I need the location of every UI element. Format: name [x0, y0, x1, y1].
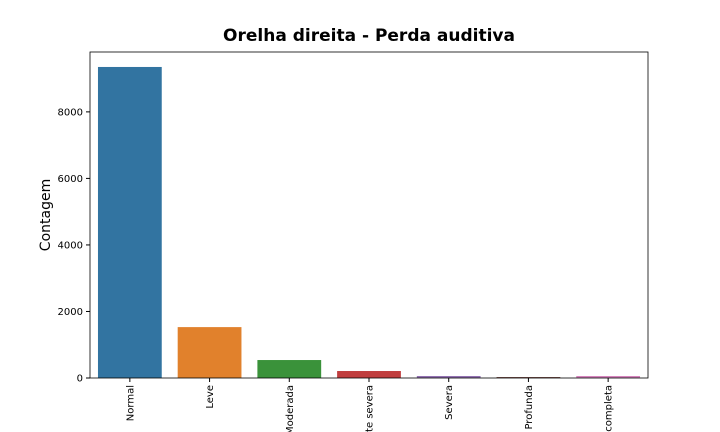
bar: [576, 376, 641, 378]
bar: [496, 377, 561, 378]
y-tick-label: 6000: [58, 174, 83, 185]
x-tick-label: Profunda: [524, 385, 535, 430]
bar: [416, 376, 481, 378]
y-tick-label: 4000: [58, 240, 83, 251]
chart-title: Orelha direita - Perda auditiva: [223, 26, 515, 46]
x-tick-label: Severa: [444, 385, 455, 420]
x-tick-label: Leve: [205, 385, 216, 409]
bar: [97, 66, 162, 378]
x-tick-label: Moderada: [285, 385, 296, 432]
x-tick-label: te severa: [365, 385, 376, 432]
y-tick-label: 0: [77, 374, 83, 385]
bar: [257, 360, 322, 378]
x-tick-label: completa: [604, 385, 615, 432]
plot-frame: [89, 51, 649, 379]
y-tick-label: 8000: [58, 107, 83, 118]
y-axis-label: Contagem: [38, 179, 54, 251]
x-tick-label: Normal: [125, 385, 136, 421]
y-tick-label: 2000: [58, 307, 83, 318]
bar: [177, 327, 242, 378]
bar: [337, 371, 401, 378]
